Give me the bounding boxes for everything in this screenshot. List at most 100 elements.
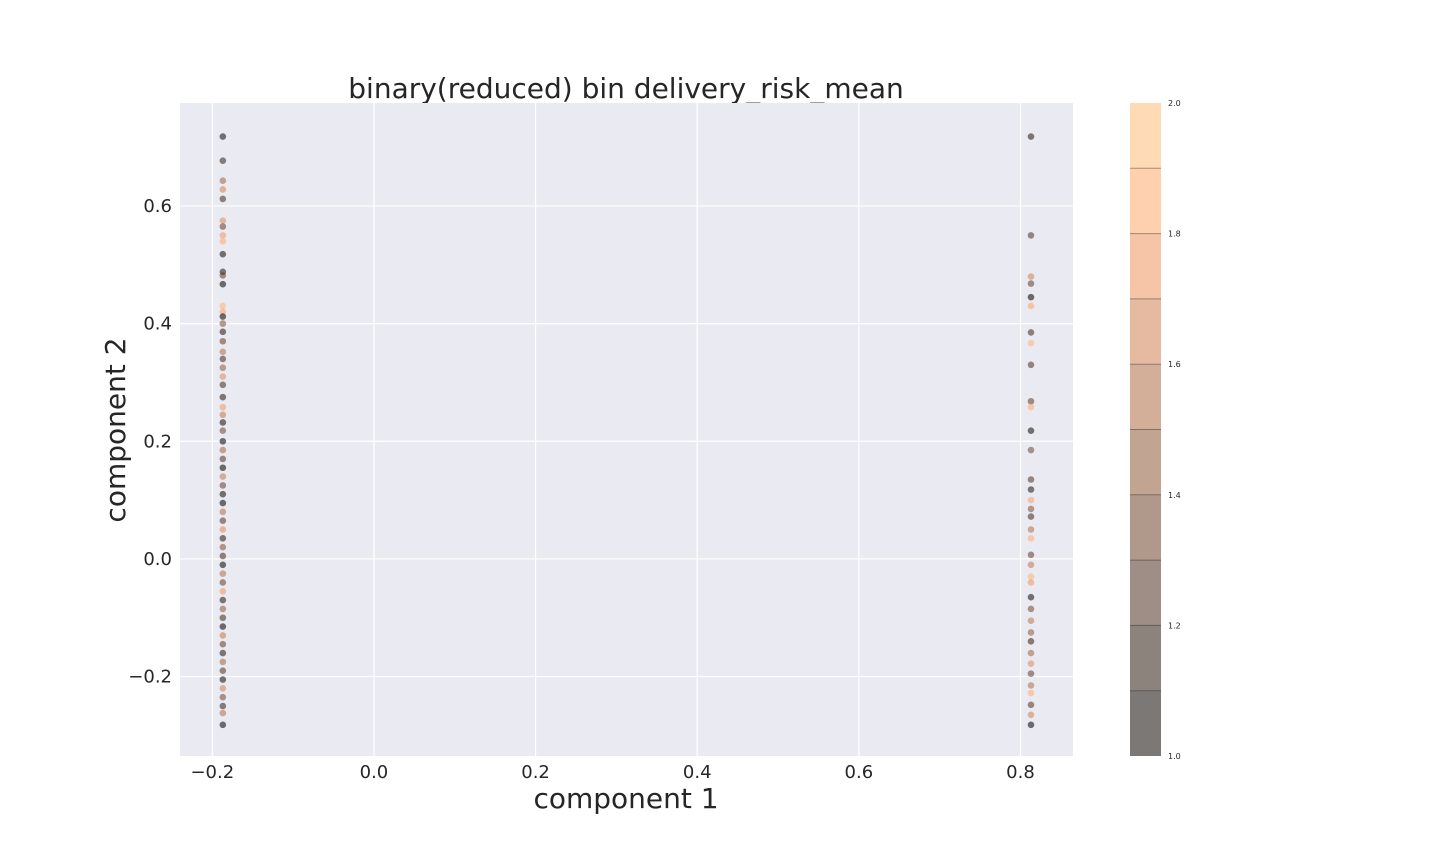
colorbar-tick-label: 1.8 [1168, 230, 1181, 239]
data-point [1027, 397, 1035, 405]
data-point [1027, 273, 1035, 280]
y-tick-label: −0.2 [128, 667, 172, 688]
data-point [1027, 446, 1035, 454]
data-point [1027, 293, 1035, 301]
data-point [219, 570, 227, 577]
grid [180, 103, 1073, 756]
data-point [219, 605, 227, 613]
data-point [219, 721, 227, 729]
data-point [219, 232, 227, 239]
data-point [219, 455, 227, 463]
data-point [219, 195, 227, 203]
data-point [1027, 535, 1035, 542]
data-point [1027, 232, 1035, 239]
colorbar-tick-label: 2.0 [1168, 99, 1181, 108]
data-point [219, 561, 227, 569]
x-tick-label: −0.2 [190, 762, 234, 783]
colorbar-segment [1130, 233, 1161, 299]
data-point [1027, 629, 1035, 636]
data-point [1027, 689, 1035, 697]
data-point [219, 587, 227, 595]
data-point [1027, 617, 1035, 624]
data-point [1027, 551, 1035, 559]
data-point [219, 237, 227, 245]
data-point [219, 320, 227, 327]
data-point [1027, 605, 1035, 613]
data-point [1027, 280, 1035, 287]
data-point [219, 427, 227, 434]
colorbar-tick-label: 1.6 [1168, 360, 1181, 369]
data-point [1027, 403, 1035, 411]
data-point [219, 403, 227, 411]
data-point [1027, 682, 1035, 689]
data-point [219, 355, 227, 363]
data-point [1027, 711, 1035, 719]
data-point [1027, 579, 1035, 586]
x-tick-label: 0.4 [683, 762, 712, 783]
data-point [219, 526, 227, 533]
data-point [219, 632, 227, 639]
colorbar-ticks: 1.0 1.2 1.4 1.6 1.8 2.0 [1168, 99, 1181, 761]
data-point [219, 658, 227, 666]
colorbar [1130, 103, 1161, 756]
data-point [219, 177, 227, 184]
data-point [219, 364, 227, 372]
data-point [219, 464, 227, 472]
data-point [1027, 133, 1035, 140]
data-point [219, 328, 227, 336]
colorbar-segment [1130, 429, 1161, 495]
colorbar-tick-label: 1.0 [1168, 752, 1181, 761]
colorbar-segment [1130, 560, 1161, 626]
chart-title: binary(reduced) bin delivery_risk_mean [348, 72, 903, 105]
data-point [1027, 361, 1035, 369]
data-point [219, 649, 227, 657]
data-point [1027, 701, 1035, 709]
data-point [1027, 649, 1035, 657]
data-point [219, 348, 227, 356]
data-point [1027, 513, 1035, 520]
x-tick-label: 0.2 [521, 762, 550, 783]
data-point [219, 709, 227, 717]
data-point [219, 702, 227, 710]
data-point [1027, 505, 1035, 513]
data-point [219, 313, 227, 320]
data-point [219, 596, 227, 604]
data-point [1027, 721, 1035, 729]
data-point [1027, 561, 1035, 569]
data-point [219, 411, 227, 419]
data-point [219, 543, 227, 551]
y-axis-label: component 2 [99, 337, 132, 522]
data-point [219, 667, 227, 674]
data-point [219, 517, 227, 524]
data-point [219, 676, 227, 683]
y-tick-label: 0.0 [143, 549, 172, 570]
data-point [1027, 486, 1035, 493]
data-point [1027, 573, 1035, 580]
data-point [219, 381, 227, 389]
x-tick-label: 0.6 [845, 762, 874, 783]
data-point [219, 446, 227, 454]
x-tick-label: 0.0 [360, 762, 389, 783]
data-point [219, 217, 227, 224]
data-point [219, 157, 227, 164]
y-tick-label: 0.6 [143, 196, 172, 217]
data-point [219, 419, 227, 426]
y-tick-label: 0.2 [143, 431, 172, 452]
data-point [1027, 593, 1035, 601]
colorbar-segment [1130, 103, 1161, 169]
data-point [219, 337, 227, 345]
data-point [1027, 476, 1035, 483]
data-point [219, 250, 227, 258]
data-point [219, 499, 227, 507]
data-point [1027, 339, 1035, 347]
data-point [219, 623, 227, 630]
data-point [219, 685, 227, 692]
data-point [219, 223, 227, 230]
data-point [219, 482, 227, 489]
data-point [1027, 329, 1035, 336]
data-point [1027, 526, 1035, 533]
data-point [219, 272, 227, 279]
data-point [1027, 302, 1035, 310]
data-point [219, 373, 227, 380]
